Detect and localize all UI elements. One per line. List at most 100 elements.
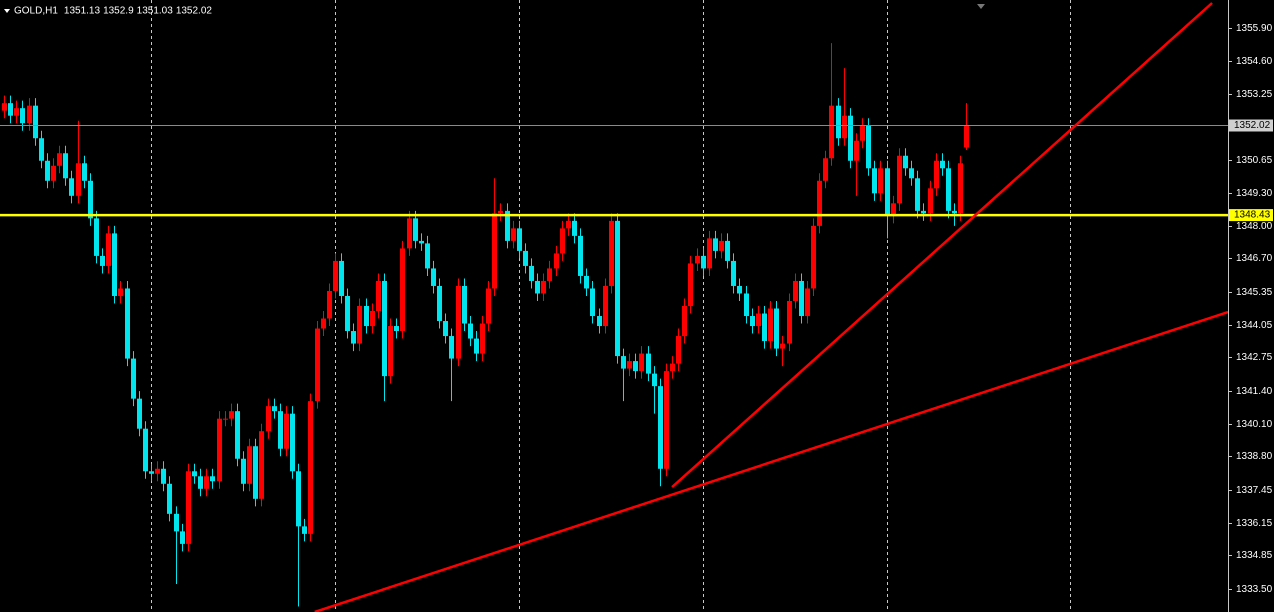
candle-body bbox=[609, 220, 614, 286]
candle-body bbox=[247, 446, 252, 484]
candle-body bbox=[302, 526, 307, 534]
candle-body bbox=[364, 306, 369, 327]
candle-body bbox=[670, 363, 675, 372]
candle-body bbox=[278, 411, 283, 449]
candle-body bbox=[321, 318, 326, 329]
candle-body bbox=[290, 413, 295, 472]
y-tick-label: 1349.30 bbox=[1236, 188, 1273, 199]
candle-body bbox=[45, 160, 50, 181]
header-open: 1351.13 bbox=[64, 6, 101, 17]
candle-body bbox=[787, 300, 792, 344]
candle-body bbox=[713, 238, 718, 251]
candle-body bbox=[535, 280, 540, 294]
candle-body bbox=[468, 323, 473, 339]
candle-body bbox=[400, 248, 405, 332]
candle-body bbox=[529, 265, 534, 281]
candle-body bbox=[934, 160, 939, 189]
candle-body bbox=[253, 446, 258, 499]
candle-body bbox=[241, 458, 246, 484]
candle-body bbox=[505, 210, 510, 241]
candle-body bbox=[63, 153, 68, 179]
candle-body bbox=[878, 168, 883, 194]
candle-body bbox=[590, 288, 595, 317]
candle-body bbox=[14, 108, 19, 116]
candle-body bbox=[615, 220, 620, 357]
candle-body bbox=[351, 331, 356, 344]
candle-body bbox=[523, 250, 528, 266]
header-close: 1352.02 bbox=[176, 6, 213, 17]
candle-body bbox=[719, 240, 724, 251]
candle-body bbox=[82, 163, 87, 181]
candle-body bbox=[921, 210, 926, 214]
candle-body bbox=[731, 260, 736, 286]
candle-body bbox=[682, 306, 687, 337]
candle-body bbox=[39, 138, 44, 161]
candle-body bbox=[872, 168, 877, 194]
candle-body bbox=[266, 406, 271, 432]
candle-body bbox=[774, 308, 779, 349]
menu-triangle[interactable] bbox=[4, 9, 10, 13]
y-tick-label: 1354.60 bbox=[1236, 56, 1273, 67]
candle-body bbox=[756, 313, 761, 327]
candle-body bbox=[498, 210, 503, 214]
candle-body bbox=[897, 155, 902, 204]
candle-body bbox=[345, 295, 350, 332]
candle-body bbox=[652, 373, 657, 387]
candle-body bbox=[885, 168, 890, 216]
candle-body bbox=[842, 115, 847, 139]
candle-body bbox=[866, 125, 871, 169]
y-tick-label: 1340.10 bbox=[1236, 419, 1273, 430]
candle-body bbox=[627, 361, 632, 369]
candle-body bbox=[517, 228, 522, 251]
plot-area bbox=[0, 2, 1229, 612]
candle-body bbox=[805, 288, 810, 317]
candle-body bbox=[333, 260, 338, 291]
candle-body bbox=[572, 220, 577, 236]
candle-body bbox=[180, 531, 185, 544]
candle-body bbox=[137, 398, 142, 429]
candle-body bbox=[394, 326, 399, 332]
candle-body bbox=[125, 288, 130, 359]
candle-body bbox=[272, 406, 277, 412]
candle-body bbox=[474, 338, 479, 354]
candle-body bbox=[584, 275, 589, 289]
candle-body bbox=[688, 263, 693, 306]
header: GOLD,H1 1351.13 1352.9 1351.03 1352.02 bbox=[4, 4, 985, 17]
y-tick-label: 1355.90 bbox=[1236, 23, 1273, 34]
candle-body bbox=[799, 280, 804, 317]
candle-body bbox=[131, 358, 136, 399]
candle-body bbox=[69, 178, 74, 196]
candle-body bbox=[27, 105, 32, 124]
candle-body bbox=[223, 418, 228, 420]
y-tick-label: 1336.15 bbox=[1236, 518, 1273, 529]
candle-body bbox=[547, 268, 552, 281]
header-high: 1352.9 bbox=[103, 6, 134, 17]
symbol-label: GOLD,H1 bbox=[14, 6, 58, 17]
y-tick-label: 1344.05 bbox=[1236, 320, 1273, 331]
candle-body bbox=[639, 353, 644, 372]
y-tick-label: 1334.85 bbox=[1236, 550, 1273, 561]
candle-body bbox=[259, 431, 264, 499]
candle-body bbox=[480, 323, 485, 354]
candle-body bbox=[315, 328, 320, 402]
y-tick-label: 1342.75 bbox=[1236, 352, 1273, 363]
candle-body bbox=[823, 158, 828, 181]
candle-body bbox=[676, 336, 681, 364]
candle-body bbox=[118, 288, 123, 296]
candle-body bbox=[578, 235, 583, 276]
candle-body bbox=[891, 203, 896, 216]
candle-body bbox=[915, 178, 920, 211]
candle-body bbox=[339, 260, 344, 296]
candle-body bbox=[357, 306, 362, 344]
y-tick-label: 1337.45 bbox=[1236, 485, 1273, 496]
candle-body bbox=[964, 125, 969, 148]
candle-body bbox=[928, 188, 933, 214]
candle-body bbox=[762, 313, 767, 342]
candle-body bbox=[541, 280, 546, 294]
y-tick-label: 1338.80 bbox=[1236, 451, 1273, 462]
candle-body bbox=[817, 180, 822, 226]
price-label-box bbox=[1229, 119, 1273, 132]
y-tick-label: 1350.65 bbox=[1236, 155, 1273, 166]
trendline bbox=[314, 310, 1229, 612]
